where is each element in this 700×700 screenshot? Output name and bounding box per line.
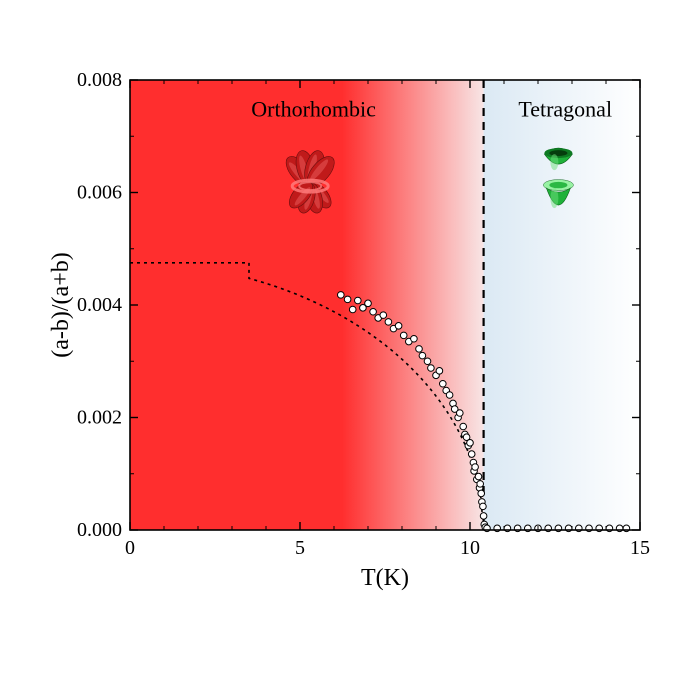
x-axis-label: T(K) [361, 565, 409, 591]
data-point [385, 319, 392, 326]
data-point [380, 312, 387, 319]
tetragonal-region [484, 80, 640, 530]
data-point [477, 481, 484, 488]
data-point [478, 490, 485, 497]
xtick-label: 15 [630, 537, 650, 559]
data-point [436, 368, 443, 375]
y-axis-label: (a-b)/(a+b) [48, 252, 74, 357]
data-point [416, 346, 423, 353]
data-point [468, 451, 475, 458]
tetragonal-label: Tetragonal [518, 97, 612, 122]
data-point [400, 332, 407, 339]
xtick-label: 5 [295, 537, 305, 559]
data-point [365, 300, 372, 307]
ytick-label: 0.004 [77, 294, 122, 316]
data-point [460, 423, 467, 430]
data-point [457, 410, 464, 417]
data-point [419, 352, 426, 359]
phase-diagram-chart: Orthorhombic Tetragonal 0 5 10 15 0.000 0.002 0.… [40, 60, 660, 600]
data-point [440, 380, 447, 387]
data-point [355, 297, 362, 304]
data-point [480, 503, 487, 510]
data-point [428, 365, 435, 372]
chart-svg: Orthorhombic Tetragonal 0 5 10 15 0.000 0.002 0.… [40, 60, 660, 600]
ytick-label: 0.000 [77, 519, 122, 541]
ytick-label: 0.002 [77, 407, 122, 429]
data-point [344, 296, 351, 303]
data-point [338, 292, 345, 299]
data-point [472, 464, 479, 471]
data-point [446, 392, 453, 399]
ytick-label: 0.008 [77, 69, 122, 91]
orthorhombic-region [130, 80, 484, 530]
data-point [480, 513, 487, 520]
data-point [467, 440, 474, 447]
xtick-label: 0 [125, 537, 135, 559]
ytick-label: 0.006 [77, 182, 122, 204]
data-point [370, 308, 377, 315]
xtick-label: 10 [460, 537, 480, 559]
data-point [395, 323, 402, 330]
data-point [349, 306, 356, 313]
data-point [424, 358, 431, 365]
orthorhombic-label: Orthorhombic [251, 97, 376, 122]
data-point [411, 335, 418, 342]
data-point [475, 473, 482, 480]
